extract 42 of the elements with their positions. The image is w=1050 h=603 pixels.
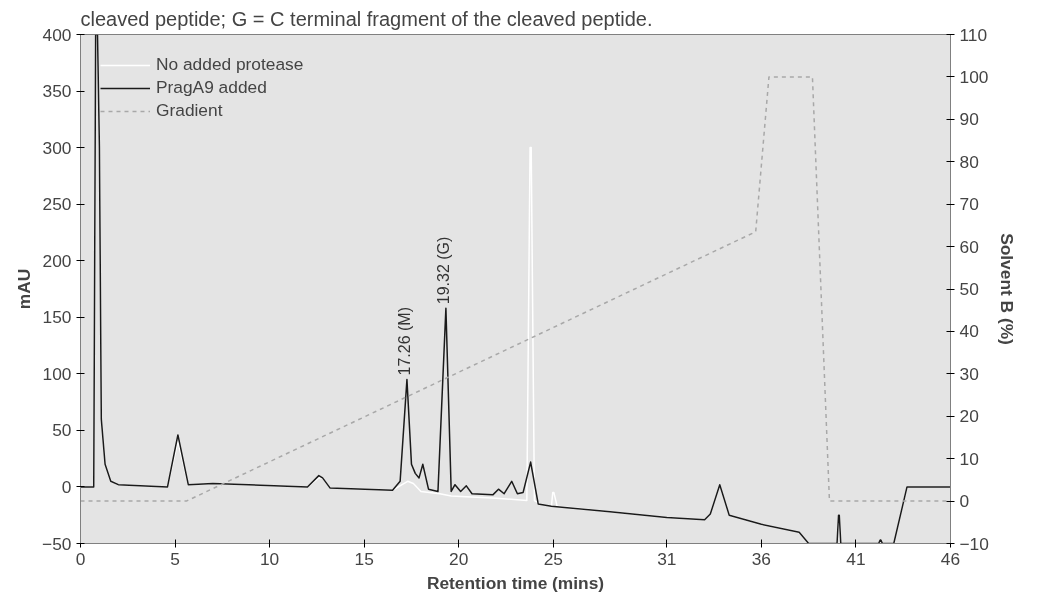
x-tick-label: 41: [846, 548, 866, 569]
y2-tick-label: 50: [959, 279, 979, 299]
x-axis-title: Retention time (mins): [426, 572, 605, 593]
y-tick-label: 150: [42, 307, 72, 328]
y-tick-label: 50: [52, 420, 72, 441]
y-tick-label: 200: [42, 250, 72, 271]
x-tick-label: 0: [75, 548, 86, 569]
x-tick-label: 25: [543, 548, 563, 569]
text: cleaved peptide; G = C terminal fragment of the cleaved peptide.: [80, 7, 653, 30]
x-tick-label: 10: [259, 548, 280, 569]
y2-tick-label: 110: [959, 24, 988, 45]
y2-tick-label: 90: [959, 109, 979, 130]
x-tick-label: 15: [354, 548, 374, 569]
y-tick-label: 250: [42, 194, 72, 215]
x-tick-label: 31: [657, 548, 677, 569]
y-tick-label: 400: [42, 24, 72, 45]
y2-tick-label: 10: [959, 448, 979, 469]
y-tick-label: 350: [42, 81, 72, 102]
legend-label: No added protease: [156, 54, 304, 75]
legend-label: Gradient: [156, 100, 223, 121]
y2-tick-label: 80: [959, 151, 979, 172]
y2-tick-label: 60: [959, 236, 979, 257]
y2-tick-label: −10: [959, 533, 989, 554]
y-tick-label: −50: [42, 533, 72, 554]
y2-tick-label: 70: [959, 194, 979, 215]
y2-tick-label: 20: [959, 406, 979, 427]
annotation: 17.26 (M): [395, 307, 413, 376]
y2-tick-label: 30: [959, 363, 979, 384]
y2-axis-title: Solvent B (%): [996, 233, 1017, 345]
x-tick-label: 46: [940, 548, 961, 569]
y-tick-label: 0: [61, 476, 72, 497]
annotation: 19.32 (G): [434, 236, 452, 305]
y2-tick-label: 0: [959, 491, 970, 512]
y-tick-label: 300: [42, 137, 72, 158]
y2-tick-label: 100: [959, 66, 989, 87]
x-tick-label: 36: [751, 548, 772, 569]
x-tick-label: 5: [170, 548, 180, 569]
y2-tick-label: 40: [959, 321, 979, 342]
y-axis-title: mAU: [14, 268, 35, 310]
x-tick-label: 20: [449, 548, 469, 569]
legend-label: PragA9 added: [156, 77, 267, 98]
y-tick-label: 100: [42, 363, 72, 384]
